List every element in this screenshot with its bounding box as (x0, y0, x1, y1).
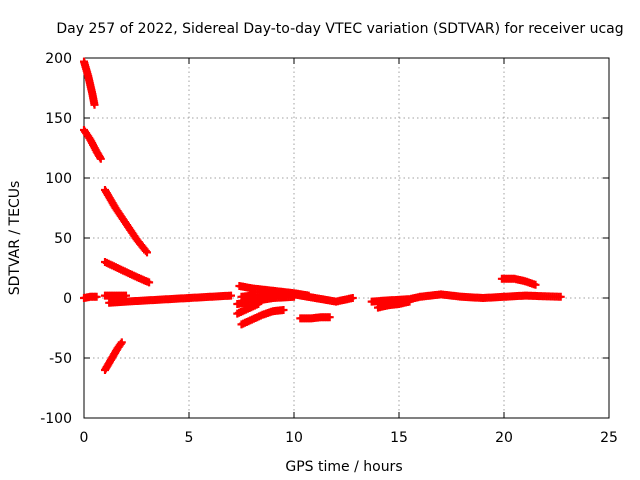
data-series (101, 291, 130, 300)
x-tick-label: 5 (185, 430, 194, 446)
y-tick-label: -50 (49, 351, 72, 367)
data-point (90, 100, 99, 109)
y-tick-label: 0 (63, 291, 72, 307)
axis-ticks: 0 5 10 15 20 25 -100 -50 0 50 100 150 200 (40, 51, 618, 446)
data-series (233, 300, 263, 318)
x-tick-label: 15 (390, 430, 408, 446)
y-tick-label: 50 (54, 231, 72, 247)
data-point (279, 306, 288, 314)
data-point (325, 313, 334, 322)
y-tick-label: 150 (45, 111, 72, 127)
x-tick-label: 10 (285, 430, 303, 446)
y-tick-label: 100 (45, 171, 72, 187)
data-point (556, 292, 565, 301)
data-series (479, 291, 565, 302)
data-series (374, 297, 414, 312)
data-point (227, 291, 235, 300)
data-point (145, 278, 154, 287)
chart-title: Day 257 of 2022, Sidereal Day-to-day VTE… (56, 21, 623, 37)
data-series (497, 274, 540, 289)
data-series (105, 291, 235, 307)
data-series (101, 186, 151, 257)
y-tick-label: -100 (40, 411, 72, 427)
x-tick-label: 25 (600, 430, 618, 446)
data-point (117, 338, 126, 347)
data-series (80, 57, 99, 109)
x-tick-label: 0 (80, 430, 89, 446)
y-axis-label: SDTVAR / TECUs (7, 181, 23, 296)
data-series (101, 258, 154, 287)
data-point (143, 248, 151, 257)
data-point (96, 154, 105, 163)
data-point (405, 297, 414, 306)
grid (84, 58, 609, 418)
x-axis-label: GPS time / hours (285, 459, 402, 475)
data-point (531, 280, 540, 289)
y-tick-label: 200 (45, 51, 72, 67)
data-point (348, 294, 357, 302)
data-series (101, 338, 126, 374)
data-series (233, 292, 298, 308)
data-series (80, 292, 101, 302)
data-point (290, 292, 298, 301)
x-tick-label: 20 (495, 430, 513, 446)
data-series (237, 306, 288, 329)
data-marks (80, 57, 565, 374)
data-point (141, 246, 150, 255)
data-series (296, 313, 334, 323)
data-series (80, 126, 105, 163)
data-point (254, 300, 263, 308)
data-point (92, 292, 101, 301)
